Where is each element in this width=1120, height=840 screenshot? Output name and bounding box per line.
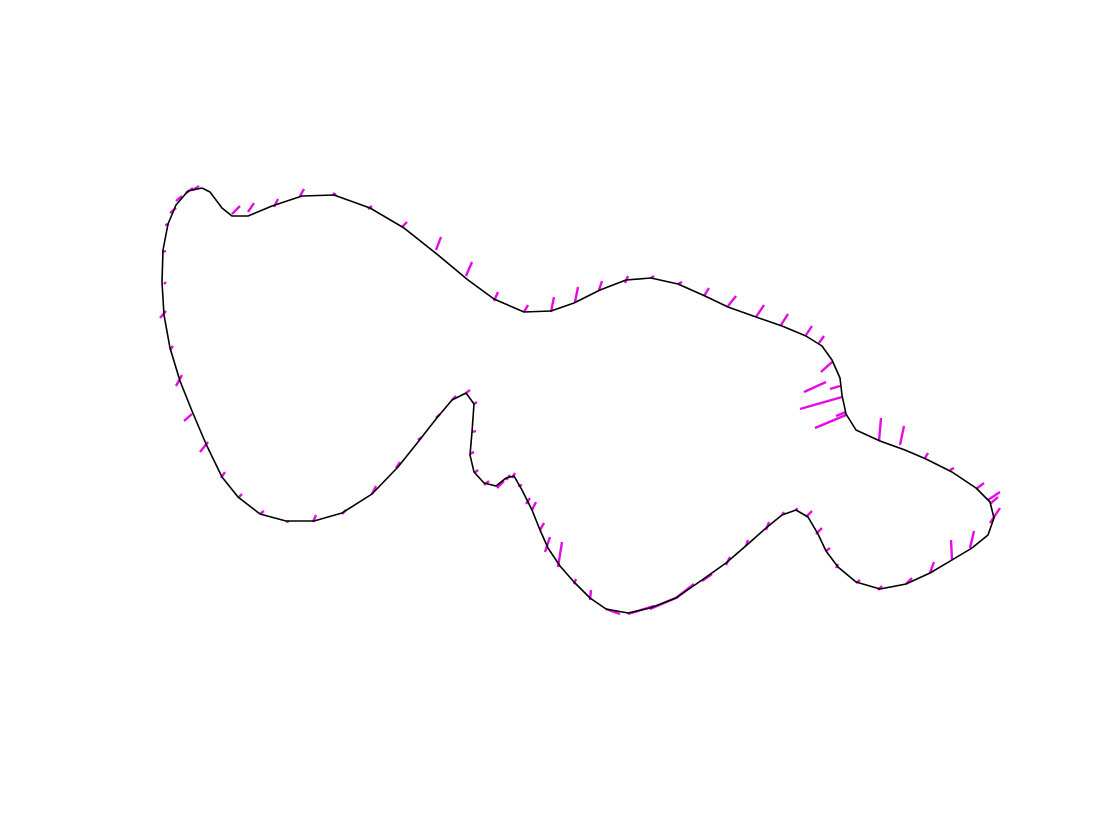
normal-tick-24 [755,304,765,318]
normal-tick-8 [298,188,306,197]
normal-tick-29 [803,380,827,394]
normal-tick-36 [923,452,930,459]
normal-tick-2 [175,195,183,202]
normal-tick-31 [799,395,843,411]
closed-outline-curve [161,187,995,614]
normal-tick-33 [814,413,847,430]
normal-tick-49 [825,547,831,552]
normal-tick-38 [975,482,985,490]
normal-tick-16 [549,296,556,313]
normal-tick-91 [183,413,193,422]
normal-tick-40 [989,496,999,505]
normal-tick-34 [877,417,883,442]
normal-tick-13 [464,261,474,277]
normal-tick-28 [820,361,833,373]
normal-tick-15 [522,304,530,313]
normal-tick-37 [949,466,955,472]
normal-tick-65 [543,536,552,553]
normal-tick-44 [928,561,936,574]
normal-tick-18 [597,280,604,291]
normal-tick-94 [159,310,167,319]
normal-tick-78 [465,389,471,394]
normal-tick-5 [231,205,241,215]
normal-tick-11 [401,221,408,228]
normal-tick-92 [174,374,184,387]
normal-tick-23 [727,295,737,307]
normal-tick-95 [163,281,167,285]
normal-tick-41 [989,507,1001,524]
normal-tick-35 [898,425,906,446]
normal-tick-43 [949,539,954,561]
normal-tick-22 [702,287,711,297]
normal-ticks-group [159,185,1001,616]
normal-tick-32 [835,410,847,418]
normal-tick-39 [987,491,1001,501]
normal-tick-9 [332,192,337,196]
normal-tick-6 [247,202,255,213]
normal-tick-57 [701,573,713,582]
normal-tick-30 [829,384,841,391]
normal-tick-27 [818,335,825,344]
normal-tick-12 [434,236,443,251]
normal-tick-72 [496,480,505,489]
normal-tick-42 [968,530,976,549]
normal-tick-25 [779,313,790,326]
normal-tick-67 [530,501,538,511]
normal-tick-17 [573,286,580,303]
normal-tick-26 [805,325,813,336]
normal-tick-82 [395,461,401,469]
normal-tick-66 [538,522,546,531]
